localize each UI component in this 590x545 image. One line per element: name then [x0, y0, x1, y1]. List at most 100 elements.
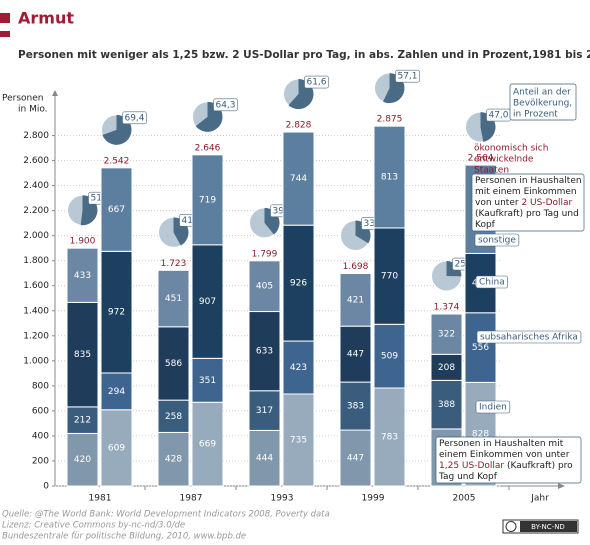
bar-segment [339, 429, 372, 487]
legend-label: sonstige [478, 236, 516, 246]
stack-note: einem Einkommen von unter [439, 450, 570, 460]
title-marker [0, 31, 10, 37]
total-label: 1.900 [70, 237, 96, 247]
y-tick-label: 400 [32, 431, 49, 441]
bar-segment [157, 399, 190, 433]
value-label: 907 [199, 297, 216, 307]
value-label: 258 [165, 412, 182, 422]
value-label: 586 [165, 359, 182, 369]
source-line: Bundeszentrale für politische Bildung, 2… [2, 532, 246, 542]
bar-segment [464, 312, 497, 383]
stack-note-part: mit einem Einkommen [475, 187, 577, 197]
stack-note-part: (Kaufkraft) pro [504, 461, 573, 471]
y-tick-label: 2.000 [23, 231, 49, 241]
legend-label: China [479, 278, 505, 288]
bar-segment [100, 372, 133, 411]
value-label: 633 [256, 347, 273, 357]
value-label: 212 [74, 416, 91, 426]
value-label: 783 [381, 432, 398, 442]
pie-label: 69,4 [124, 113, 144, 123]
stack-note: mit einem Einkommen [475, 187, 577, 197]
y-tick-label: 2.800 [23, 131, 49, 141]
value-label: 556 [472, 343, 489, 353]
total-label: 2.564 [468, 154, 494, 164]
x-tick-label: 1993 [271, 494, 294, 504]
value-label: 451 [165, 294, 182, 304]
legend-label: Indien [479, 403, 507, 413]
y-tick-label: 2.400 [23, 181, 49, 191]
value-label: 667 [108, 205, 125, 215]
bar-segment [191, 154, 224, 246]
legend-box [475, 275, 509, 289]
y-tick-label: 0 [43, 482, 49, 492]
bar-segment [157, 431, 190, 487]
bar-segment [157, 269, 190, 328]
bar-segment [373, 125, 406, 229]
note-box [509, 83, 577, 121]
source-line: Quelle: @The World Bank: World Developme… [2, 510, 330, 520]
value-label: 447 [347, 350, 364, 360]
value-label: 294 [108, 387, 125, 397]
value-label: 835 [74, 350, 91, 360]
note-box [471, 173, 585, 232]
value-label: 420 [74, 455, 91, 465]
value-label: 972 [108, 308, 125, 318]
bar-segment [66, 432, 99, 487]
bar-segment [339, 325, 372, 383]
y-tick-label: 600 [32, 406, 49, 416]
bar-segment [157, 326, 190, 401]
stack-note-part: Personen in Haushalten mit [439, 439, 564, 449]
y-tick-label: 2.600 [23, 156, 49, 166]
stack-note: 1,25 US-Dollar (Kaufkraft) pro [439, 461, 573, 471]
stack-note: Personen in Haushalten mit [439, 439, 564, 449]
bar-segment [430, 313, 463, 355]
value-label: 383 [347, 402, 364, 412]
x-tick-label: 2005 [453, 494, 476, 504]
legend-box [474, 233, 520, 247]
bar-segment [100, 250, 133, 374]
stack-note: (Kaufkraft) pro Tag und [475, 209, 579, 219]
pie-note: in Prozent [513, 110, 558, 120]
bar-segment [248, 429, 281, 487]
value-label: 317 [256, 406, 273, 416]
pie-label-box [213, 98, 238, 112]
bar-segment [248, 311, 281, 392]
value-label: 433 [74, 271, 91, 281]
bar-segment [282, 131, 315, 226]
bar-segment [100, 167, 133, 252]
value-label: 509 [381, 352, 398, 362]
legend-box [475, 400, 511, 414]
pie-label: 61,6 [306, 78, 326, 88]
title-marker [0, 13, 10, 23]
bar-segment [339, 272, 372, 327]
chart-subtitle: Personen mit weniger als 1,25 bzw. 2 US-… [18, 49, 590, 61]
value-label: 744 [290, 174, 307, 184]
note-box [435, 436, 582, 484]
group-note: entwickelnde [474, 155, 534, 165]
value-label: 719 [199, 195, 216, 205]
legend-box [476, 330, 582, 344]
stack-note: von unter 2 US-Dollar [475, 198, 573, 208]
value-label: 208 [438, 363, 455, 373]
y-axis-arrow [52, 90, 58, 96]
pie-label-box [395, 69, 420, 83]
value-label: 828 [472, 430, 489, 440]
pie-label: 64,3 [215, 100, 235, 110]
pie-label: 47,0 [488, 111, 508, 121]
stack-note-part: von unter [475, 198, 521, 208]
group-note: ökonomisch sich [474, 144, 548, 154]
stack-note-part: Kopf [475, 220, 496, 230]
x-axis-label: Jahr [530, 494, 549, 504]
bar-segment [373, 323, 406, 389]
pie-note: Bevölkerung, [513, 99, 572, 109]
value-label: 735 [290, 436, 307, 446]
x-tick-label: 1981 [89, 494, 112, 504]
total-label: 2.542 [104, 156, 130, 166]
total-label: 1.698 [343, 262, 369, 272]
stack-note-part: einem Einkommen von unter [439, 450, 570, 460]
stack-note-part: Tag und Kopf [438, 472, 498, 482]
bar-segment [191, 357, 224, 403]
y-tick-label: 1.200 [23, 331, 49, 341]
y-tick-label: 800 [32, 381, 49, 391]
